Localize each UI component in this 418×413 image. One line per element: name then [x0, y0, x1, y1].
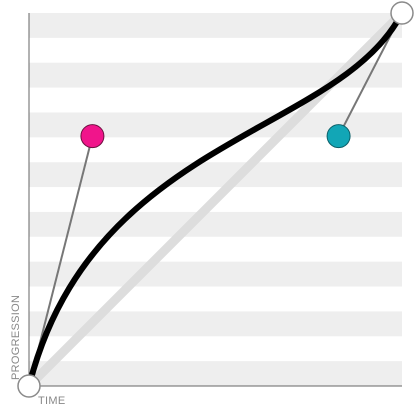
x-axis-label: TIME — [38, 395, 65, 407]
y-axis-label: PROGRESSION — [10, 295, 22, 380]
background-stripe — [29, 211, 402, 237]
background-stripe — [29, 162, 402, 188]
teal-control-point-icon[interactable] — [326, 124, 351, 149]
easing-curve — [26, 10, 405, 389]
end-anchor-icon[interactable] — [390, 1, 414, 25]
background-stripe — [29, 261, 402, 287]
background-stripes — [29, 13, 402, 386]
background-stripe — [29, 13, 402, 38]
background-stripe — [29, 361, 402, 386]
start-anchor-icon[interactable] — [17, 374, 41, 398]
pink-control-point-icon[interactable] — [80, 124, 105, 149]
